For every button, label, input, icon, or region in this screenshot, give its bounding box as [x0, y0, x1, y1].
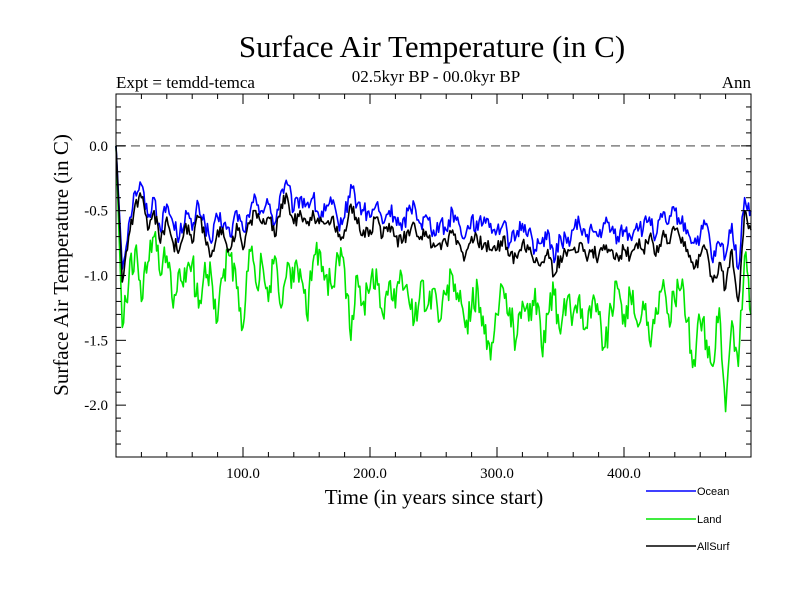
- season-label: Ann: [722, 73, 752, 92]
- series-line-ocean: [115, 145, 752, 270]
- y-tick-label: 0.0: [89, 139, 108, 155]
- legend-label-ocean: Ocean: [697, 486, 729, 498]
- chart-subtitle: 02.5kyr BP - 00.0kyr BP: [352, 67, 520, 86]
- expt-label: Expt = temdd-temca: [116, 73, 255, 92]
- legend-label-allsurf: AllSurf: [697, 541, 730, 553]
- legend-label-land: Land: [697, 514, 721, 526]
- plot-frame: [115, 93, 752, 458]
- tick-layer: 100.0 200.0 300.0 400.0 0.0 -0.5 -1.0 -1.5 -2.0: [84, 94, 751, 482]
- y-tick-label: -0.5: [84, 204, 108, 220]
- y-tick-label: -1.0: [84, 269, 108, 285]
- x-axis-label: Time (in years since start): [325, 485, 544, 509]
- legend: Ocean Land AllSurf: [646, 486, 730, 553]
- y-tick-label: -1.5: [84, 333, 108, 349]
- series-line-land: [115, 145, 752, 413]
- x-tick-label: 400.0: [607, 466, 641, 482]
- x-tick-label: 100.0: [226, 466, 260, 482]
- x-tick-label: 300.0: [480, 466, 514, 482]
- chart-title: Surface Air Temperature (in C): [239, 29, 625, 64]
- y-tick-label: -2.0: [84, 398, 108, 414]
- x-tick-label: 200.0: [353, 466, 387, 482]
- y-axis-label: Surface Air Temperature (in C): [49, 134, 73, 396]
- series-layer: [115, 145, 752, 413]
- series-line-allsurf: [115, 145, 752, 303]
